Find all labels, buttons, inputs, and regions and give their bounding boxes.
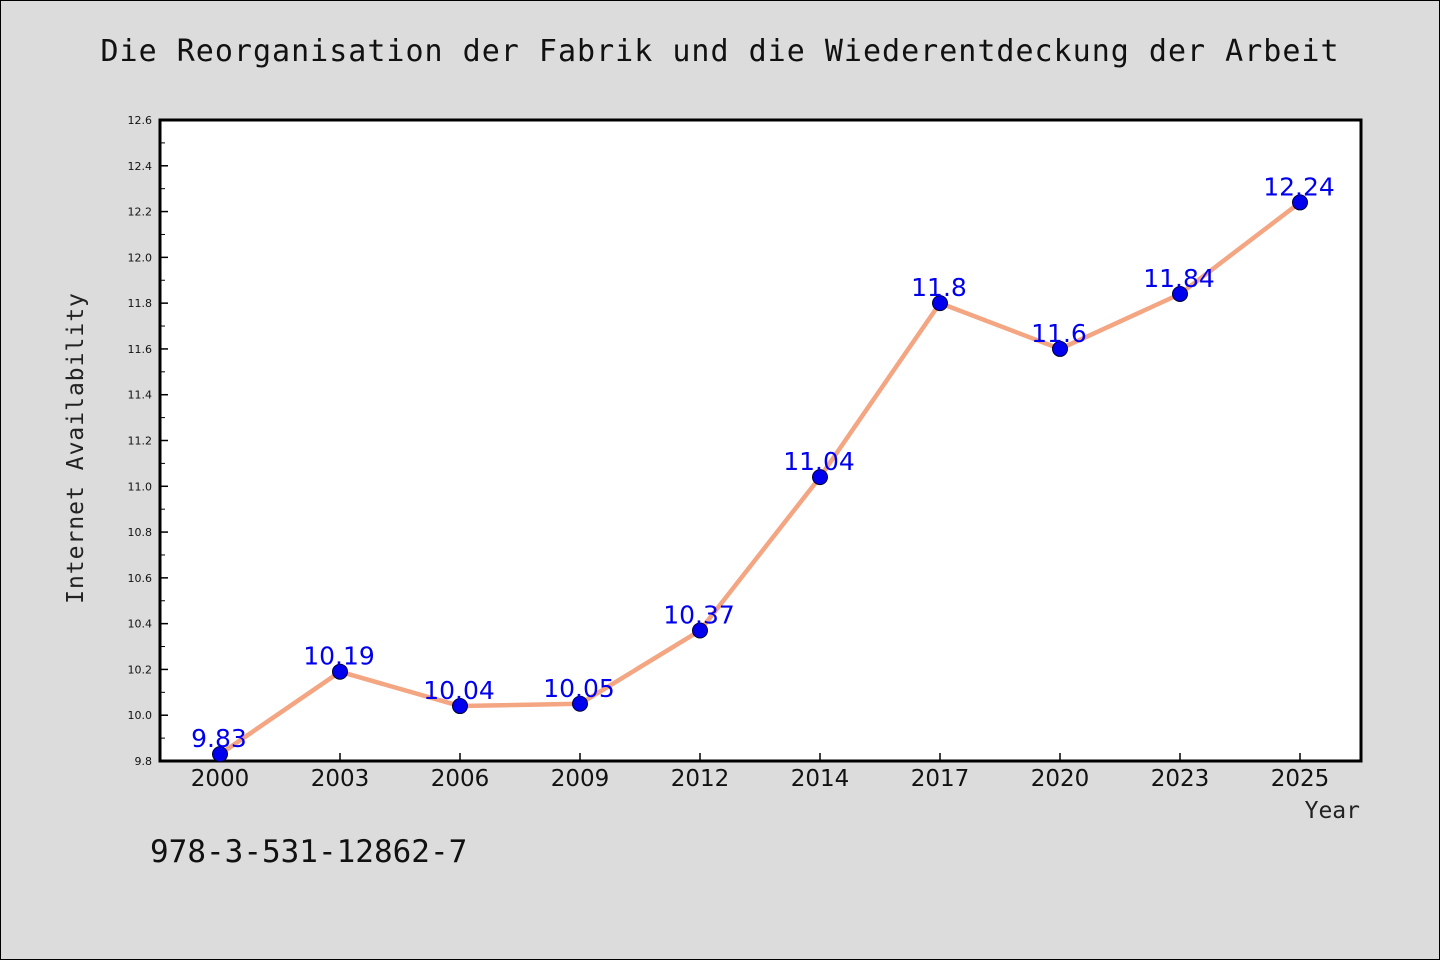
data-label: 11.8 bbox=[911, 273, 967, 302]
x-tick-label: 2009 bbox=[551, 766, 610, 792]
data-points bbox=[212, 194, 1308, 763]
data-label: 9.83 bbox=[191, 724, 247, 753]
data-point bbox=[1052, 340, 1068, 357]
data-point bbox=[932, 295, 948, 312]
y-tick-label: 11.6 bbox=[128, 343, 153, 356]
y-tick-label: 11.0 bbox=[128, 480, 153, 493]
x-tick-label: 2025 bbox=[1271, 766, 1330, 792]
y-tick-label: 12.6 bbox=[128, 114, 153, 127]
data-point bbox=[332, 663, 348, 680]
y-tick-label: 9.8 bbox=[135, 755, 153, 768]
data-label: 11.6 bbox=[1031, 319, 1087, 348]
x-tick-label: 2006 bbox=[431, 766, 490, 792]
data-label: 10.19 bbox=[303, 642, 375, 671]
data-point bbox=[572, 695, 588, 712]
data-point bbox=[1292, 194, 1308, 211]
x-tick-label: 2017 bbox=[911, 766, 970, 792]
x-axis-ticks: 2000 2003 2006 2009 2012 2014 2017 2020 2023 2025 bbox=[191, 753, 1330, 792]
x-tick-label: 2012 bbox=[671, 766, 730, 792]
y-axis-ticks: 9.8 10.0 10.2 10.4 10.6 10.8 11.0 11.2 11.4 11.6 1… bbox=[128, 114, 168, 768]
data-point bbox=[452, 698, 468, 715]
y-tick-label: 11.4 bbox=[128, 389, 153, 402]
y-tick-label: 10.0 bbox=[128, 709, 153, 722]
series-line bbox=[218, 200, 1302, 756]
y-tick-label: 12.4 bbox=[128, 160, 153, 173]
chart-title: Die Reorganisation der Fabrik und die Wi… bbox=[100, 34, 1340, 69]
data-point bbox=[1172, 285, 1188, 302]
data-label: 11.84 bbox=[1143, 264, 1215, 293]
y-tick-label: 11.8 bbox=[128, 297, 153, 310]
y-tick-label: 11.2 bbox=[128, 435, 153, 448]
data-label: 12.24 bbox=[1263, 172, 1335, 201]
x-axis-label: Year bbox=[1304, 798, 1360, 824]
y-tick-label: 12.0 bbox=[128, 251, 153, 264]
y-tick-label: 10.6 bbox=[128, 572, 153, 585]
x-tick-label: 2023 bbox=[1151, 766, 1210, 792]
data-labels: 9.83 10.19 10.04 10.05 10.37 11.04 11.8 11.6 11.… bbox=[191, 172, 1335, 753]
y-tick-label: 10.8 bbox=[128, 526, 153, 539]
data-point bbox=[812, 469, 828, 486]
plot-area bbox=[158, 118, 1363, 763]
data-label: 10.05 bbox=[543, 674, 615, 703]
data-label: 10.04 bbox=[423, 676, 495, 705]
data-point bbox=[212, 746, 228, 763]
isbn-text: 978-3-531-12862-7 bbox=[150, 834, 468, 870]
x-tick-label: 2020 bbox=[1031, 766, 1090, 792]
data-label: 11.04 bbox=[783, 447, 855, 476]
x-tick-label: 2003 bbox=[311, 766, 370, 792]
y-tick-label: 12.2 bbox=[128, 206, 153, 219]
y-tick-label: 10.2 bbox=[128, 663, 153, 676]
data-point bbox=[692, 622, 708, 639]
data-label: 10.37 bbox=[663, 601, 735, 630]
x-tick-label: 2000 bbox=[191, 766, 250, 792]
x-tick-label: 2014 bbox=[791, 766, 850, 792]
y-tick-label: 10.4 bbox=[128, 618, 153, 631]
